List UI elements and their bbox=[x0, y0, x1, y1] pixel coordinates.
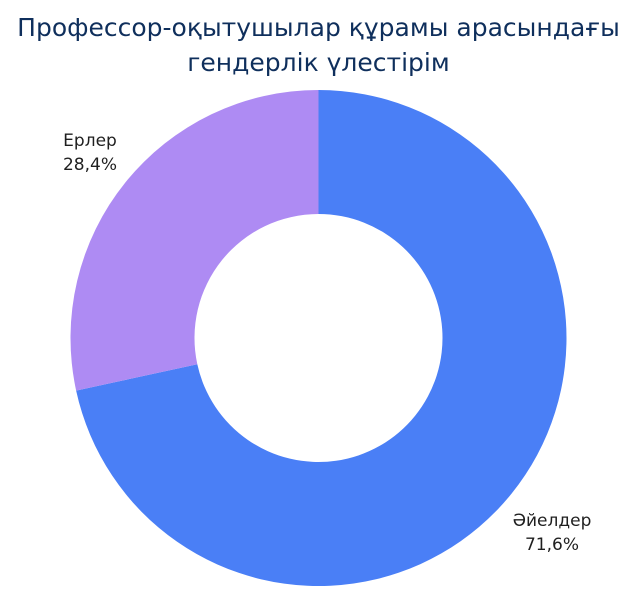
donut-slice-women bbox=[76, 90, 567, 586]
donut-slice-men bbox=[70, 90, 319, 391]
slice-label-women: Әйелдер bbox=[513, 511, 592, 531]
slice-label-men: Ерлер bbox=[63, 131, 117, 151]
slice-value-men: 28,4% bbox=[63, 155, 117, 175]
chart-title-line-1: Профессор-оқытушылар құрамы арасындағы bbox=[17, 13, 620, 42]
slice-labels: Әйелдер 71,6% Ерлер 28,4% bbox=[63, 131, 591, 555]
chart-title-line-2: гендерлік үлестірім bbox=[187, 48, 450, 77]
donut-slices bbox=[70, 90, 567, 586]
slice-value-women: 71,6% bbox=[525, 535, 579, 555]
chart-title: Профессор-оқытушылар құрамы арасындағы г… bbox=[0, 10, 637, 80]
